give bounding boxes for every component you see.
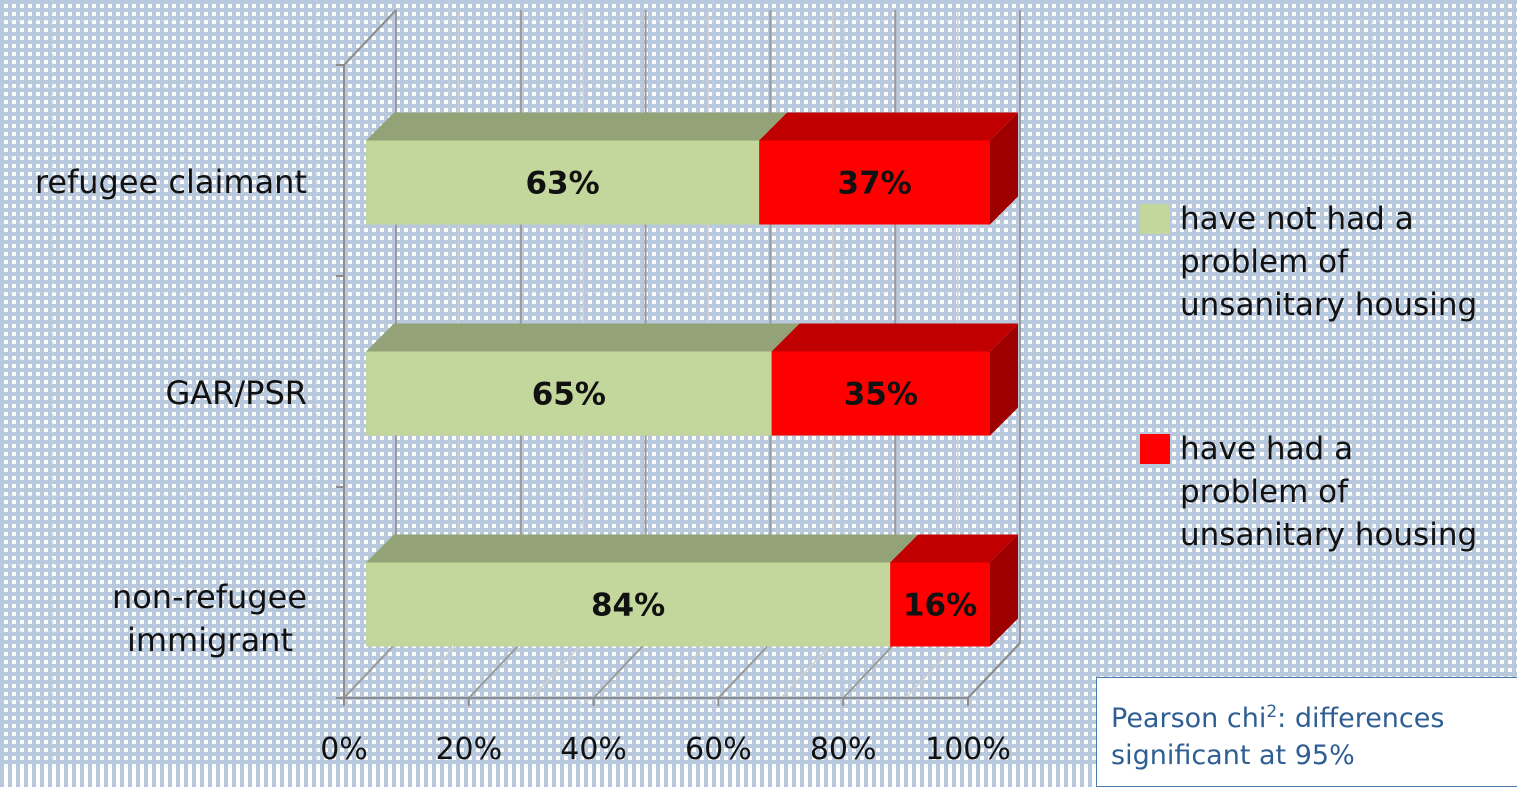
x-tick-label: 40% — [560, 732, 627, 764]
bar-side-face — [990, 534, 1018, 647]
category-label-line: immigrant — [126, 620, 293, 659]
note-line-2: significant at 95% — [1111, 740, 1355, 771]
category-label: refugee claimant — [0, 161, 307, 204]
bar-top-face — [366, 112, 788, 141]
data-label: 84% — [591, 588, 665, 624]
x-tick-label: 20% — [435, 732, 502, 764]
bar-top-face — [890, 534, 1018, 563]
bar-segment — [759, 140, 990, 225]
legend-swatch — [1140, 434, 1170, 464]
gridline-floor — [655, 642, 709, 699]
left-wall-top — [343, 9, 397, 66]
category-label: GAR/PSR — [0, 372, 307, 415]
gridline-floor — [405, 642, 459, 699]
category-label-line: GAR/PSR — [165, 374, 307, 412]
legend-label-line: unsanitary housing — [1180, 517, 1478, 553]
gridline-floor — [780, 642, 834, 699]
note-superscript: 2 — [1266, 702, 1278, 722]
legend-label-line: have had a — [1180, 431, 1354, 467]
bar-top-face — [759, 112, 1018, 141]
legend-item: have had a problem of unsanitary housing — [1140, 428, 1517, 557]
note-suffix: : differences — [1277, 703, 1445, 734]
legend-label: have had a problem of unsanitary housing — [1180, 428, 1517, 557]
bar-top-face — [366, 534, 919, 563]
gridline-floor — [717, 642, 772, 699]
gridline-floor — [842, 642, 896, 699]
legend-label-line: problem of — [1180, 244, 1349, 280]
bar-side-face — [990, 323, 1018, 436]
data-label: 65% — [532, 377, 606, 413]
data-label: 63% — [525, 166, 599, 202]
gridline-floor — [592, 642, 647, 699]
gridline-floor — [468, 642, 522, 699]
bar-segment — [366, 351, 772, 436]
bar-segment — [890, 562, 990, 647]
data-label: 16% — [903, 588, 977, 624]
gridline-floor — [343, 642, 397, 699]
data-label: 37% — [837, 166, 911, 202]
legend-label-line: unsanitary housing — [1180, 287, 1478, 323]
floor-right-edge — [967, 642, 1021, 699]
category-label: non-refugee immigrant — [0, 576, 307, 662]
data-label: 35% — [844, 377, 918, 413]
bar-top-face — [366, 323, 800, 352]
x-axis-ticks: 0% 20% 40% 60% 80% 100% — [320, 698, 1011, 764]
x-tick-label: 0% — [320, 732, 368, 764]
bar-segment — [771, 351, 990, 436]
note-prefix: Pearson chi — [1111, 703, 1267, 734]
bar-top-face — [771, 323, 1018, 352]
legend-label-line: have not had a — [1180, 201, 1414, 237]
note-box: Pearson chi2: differences significant at… — [1096, 677, 1517, 787]
gridline-floor — [905, 642, 959, 699]
legend-swatch — [1140, 204, 1170, 234]
bar-segment — [366, 562, 891, 647]
x-tick-label: 80% — [810, 732, 877, 764]
bar-segment — [366, 140, 760, 225]
category-label-line: refugee claimant — [34, 163, 307, 201]
note-line-1: Pearson chi2: differences — [1111, 694, 1517, 737]
bar-side-face — [990, 112, 1018, 225]
legend-item: have not had a problem of unsanitary housi… — [1140, 198, 1517, 327]
x-tick-label: 60% — [685, 732, 752, 764]
x-tick-label: 100% — [925, 732, 1011, 764]
bar-series: 63% 37% 65% 35% 84% 16% — [366, 112, 1018, 647]
legend-label: have not had a problem of unsanitary housi… — [1180, 198, 1517, 327]
gridline-floor — [530, 642, 584, 699]
chart-canvas: 63% 37% 65% 35% 84% 16% 0% 20% 40% 60% 80% 100% — [0, 0, 1517, 764]
legend-label-line: problem of — [1180, 474, 1349, 510]
category-label-line: non-refugee — [111, 577, 307, 616]
